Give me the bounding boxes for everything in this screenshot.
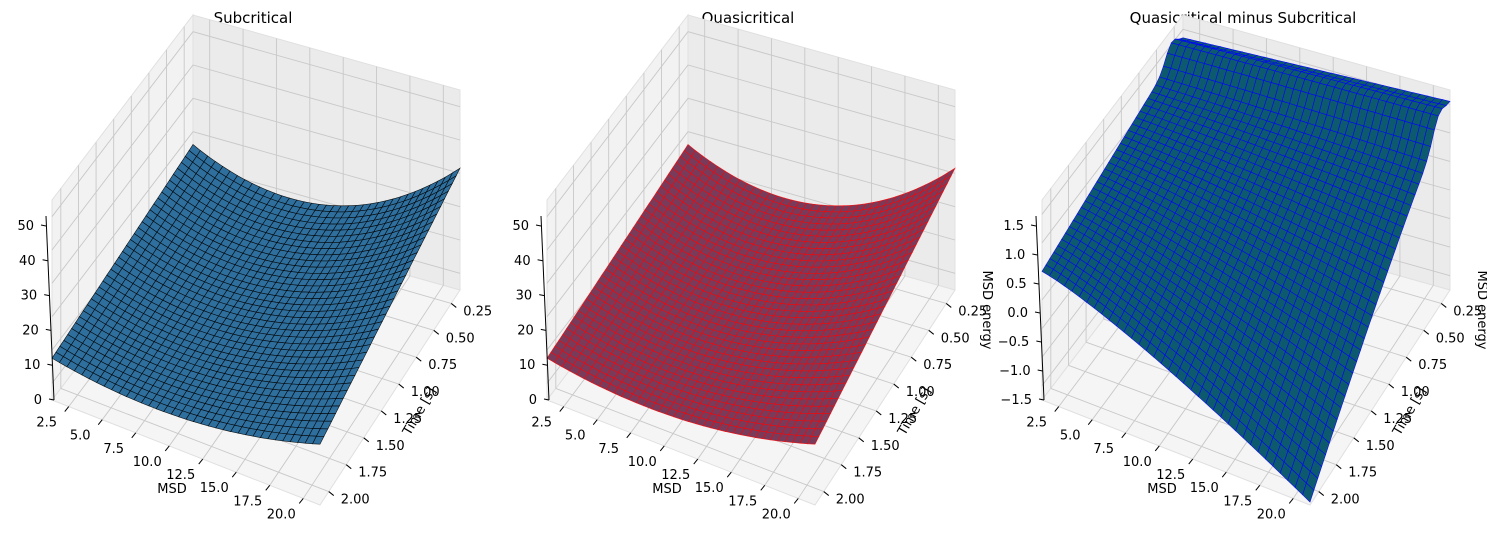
x-axis: 2.5 5.0 7.5 10.0 12.5 15.0 17.5 20.0 MSD bbox=[36, 406, 304, 522]
y-tick-label: 1.25 bbox=[1383, 412, 1412, 427]
z-tick-label: −1.5 bbox=[1000, 393, 1032, 408]
x-tick-label: 10.0 bbox=[628, 455, 657, 470]
x-axis: 2.5 5.0 7.5 10.0 12.5 15.0 17.5 20.0 MSD bbox=[1026, 406, 1294, 522]
subplot-subcritical: Subcritical 2.5 5.0 7.5 10.0 12.5 15.0 17.5 20.0… bbox=[17, 9, 492, 522]
y-tick-label: 1.50 bbox=[376, 439, 405, 454]
z-axis: 0 10 20 30 40 50 bbox=[17, 215, 55, 408]
z-tick-label: 20 bbox=[22, 323, 39, 338]
z-axis-label: MSD energy bbox=[979, 271, 994, 350]
x-tick-label: 20.0 bbox=[267, 507, 296, 522]
x-axis-label: MSD bbox=[157, 482, 186, 497]
x-tick-label: 15.0 bbox=[200, 481, 229, 496]
y-tick-label: 0.75 bbox=[428, 358, 457, 373]
y-tick-label: 2.00 bbox=[1331, 493, 1360, 508]
z-axis-label: MSD energy bbox=[1474, 271, 1487, 350]
y-tick-label: 1.00 bbox=[906, 385, 935, 400]
y-tick-label: 0.75 bbox=[923, 358, 952, 373]
chart-title: Subcritical bbox=[214, 9, 293, 27]
surface bbox=[546, 144, 956, 445]
surface bbox=[1041, 37, 1451, 503]
z-tick-label: 40 bbox=[514, 254, 531, 269]
subplot-difference: Quasicritical minus Subcritical 2.5 5.0 7.5… bbox=[998, 9, 1487, 522]
chart-title: Quasicritical bbox=[702, 9, 795, 27]
z-tick-label: 40 bbox=[19, 254, 36, 269]
y-tick-label: 1.00 bbox=[411, 385, 440, 400]
z-tick-label: 30 bbox=[21, 289, 38, 304]
y-tick-label: 0.50 bbox=[446, 331, 475, 346]
y-tick-label: 1.00 bbox=[1401, 385, 1430, 400]
x-tick-label: 20.0 bbox=[762, 507, 791, 522]
x-axis-label: MSD bbox=[1147, 482, 1176, 497]
x-tick-label: 17.5 bbox=[1223, 494, 1252, 509]
y-tick-label: 1.50 bbox=[871, 439, 900, 454]
x-tick-label: 2.5 bbox=[1026, 416, 1047, 431]
x-tick-label: 12.5 bbox=[166, 468, 195, 483]
y-tick-label: 0.50 bbox=[941, 331, 970, 346]
x-tick-label: 15.0 bbox=[1190, 481, 1219, 496]
y-tick-label: 1.75 bbox=[853, 466, 882, 481]
x-tick-label: 12.5 bbox=[1156, 468, 1185, 483]
y-tick-label: 0.25 bbox=[463, 304, 492, 319]
x-tick-label: 20.0 bbox=[1257, 507, 1286, 522]
x-tick-label: 7.5 bbox=[1093, 442, 1114, 457]
x-tick-label: 7.5 bbox=[103, 442, 124, 457]
chart-title: Quasicritical minus Subcritical bbox=[1130, 9, 1357, 27]
z-tick-label: 1.0 bbox=[1005, 248, 1026, 263]
y-tick-label: 1.25 bbox=[888, 412, 917, 427]
x-tick-label: 17.5 bbox=[233, 494, 262, 509]
z-tick-label: 0 bbox=[34, 393, 42, 408]
z-tick-label: 1.5 bbox=[1003, 219, 1024, 234]
z-tick-label: 10 bbox=[519, 358, 536, 373]
x-tick-label: 10.0 bbox=[1123, 455, 1152, 470]
x-axis-label: MSD bbox=[652, 482, 681, 497]
z-tick-label: 20 bbox=[517, 323, 534, 338]
surface bbox=[51, 144, 461, 445]
y-tick-label: 0.75 bbox=[1418, 358, 1447, 373]
y-tick-label: 1.25 bbox=[393, 412, 422, 427]
z-tick-label: 30 bbox=[516, 289, 533, 304]
z-tick-label: 50 bbox=[512, 219, 529, 234]
x-tick-label: 12.5 bbox=[661, 468, 690, 483]
z-tick-label: −1.0 bbox=[999, 364, 1031, 379]
z-tick-label: 50 bbox=[17, 219, 34, 234]
z-axis: 0 10 20 30 40 50 MSD energy bbox=[512, 215, 994, 408]
y-tick-label: 2.00 bbox=[341, 493, 370, 508]
x-tick-label: 10.0 bbox=[133, 455, 162, 470]
y-tick-label: 2.00 bbox=[836, 493, 865, 508]
y-tick-label: 0.50 bbox=[1436, 331, 1465, 346]
x-tick-label: 5.0 bbox=[1060, 429, 1081, 444]
x-axis: 2.5 5.0 7.5 10.0 12.5 15.0 17.5 20.0 MSD bbox=[531, 406, 799, 522]
y-tick-label: 1.75 bbox=[1348, 466, 1377, 481]
x-tick-label: 5.0 bbox=[565, 429, 586, 444]
y-tick-label: 0.25 bbox=[1453, 304, 1482, 319]
z-tick-label: 0.0 bbox=[1007, 306, 1028, 321]
z-tick-label: 0 bbox=[529, 393, 537, 408]
y-tick-label: 1.50 bbox=[1366, 439, 1395, 454]
z-tick-label: 0.5 bbox=[1006, 277, 1027, 292]
x-tick-label: 2.5 bbox=[531, 416, 552, 431]
x-tick-label: 7.5 bbox=[598, 442, 619, 457]
y-tick-label: 0.25 bbox=[958, 304, 987, 319]
x-tick-label: 2.5 bbox=[36, 416, 57, 431]
z-tick-label: 10 bbox=[24, 358, 41, 373]
z-tick-label: −0.5 bbox=[998, 335, 1030, 350]
subplot-quasicritical: Quasicritical 2.5 5.0 7.5 10.0 12.5 15.0 17.5 20… bbox=[512, 9, 994, 522]
x-tick-label: 15.0 bbox=[695, 481, 724, 496]
z-axis: −1.5 −1.0 −0.5 0.0 0.5 1.0 1.5 MSD energy bbox=[998, 215, 1487, 408]
x-tick-label: 17.5 bbox=[728, 494, 757, 509]
x-tick-label: 5.0 bbox=[70, 429, 91, 444]
y-tick-label: 1.75 bbox=[358, 466, 387, 481]
